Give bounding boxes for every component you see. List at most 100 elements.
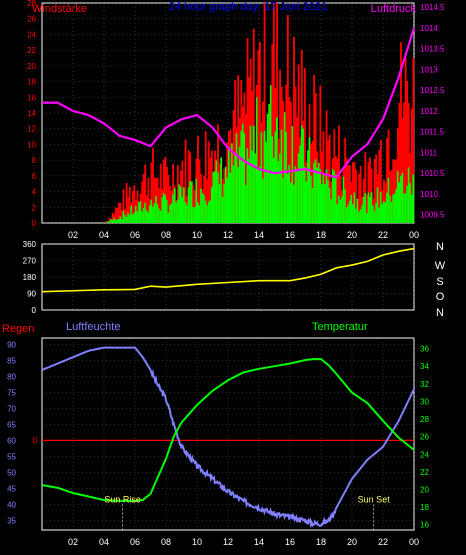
wind-gust-bar: [392, 159, 395, 223]
temperature-ytick-label: 18: [420, 503, 429, 512]
wind-avg-bar: [237, 167, 240, 223]
wind-avg-bar: [410, 194, 413, 223]
wind-gust-bar: [156, 177, 159, 223]
temperature-ytick-label: 30: [420, 397, 429, 406]
wind-xtick-label: 16: [285, 230, 295, 240]
wind-avg-bar: [367, 192, 370, 223]
compass-o: O: [436, 291, 445, 303]
wind-gust-bar: [105, 221, 108, 223]
wind-ytick-label: 10: [27, 140, 36, 149]
humidity-xtick-label: 08: [161, 537, 171, 547]
pressure-ytick-label: 1013.5: [420, 45, 445, 54]
wind-avg-bar: [303, 166, 306, 223]
wind-avg-bar: [322, 174, 325, 223]
wind-gust-bar: [412, 57, 415, 223]
wind-gust-bar: [184, 139, 187, 223]
wind-avg-bar: [372, 205, 374, 223]
wind-avg-bar: [204, 200, 207, 223]
humidity-xtick-label: 16: [285, 537, 295, 547]
wind-avg-bar: [404, 193, 407, 223]
wind-avg-bar: [167, 212, 170, 223]
humidity-ytick-label: 85: [7, 356, 16, 365]
wind-avg-bar: [396, 171, 399, 223]
wind-avg-bar: [209, 200, 212, 223]
wind-bars: [105, 3, 415, 224]
wind-avg-bar: [184, 201, 187, 223]
wind-avg-bar: [308, 137, 311, 223]
wind-avg-bar: [347, 204, 350, 223]
wind-avg-bar: [133, 212, 136, 223]
pressure-line: [42, 27, 416, 179]
wind-avg-bar: [356, 198, 359, 223]
wind-gust-bar: [210, 150, 213, 223]
wind-gust-bar: [209, 158, 212, 223]
wind-avg-bar: [125, 216, 128, 223]
wind-avg-bar: [179, 186, 182, 223]
pressure-ytick-label: 1011: [420, 148, 438, 157]
wind-avg-bar: [192, 206, 195, 223]
wind-gust-bar: [172, 163, 175, 223]
wind-avg-bar: [110, 219, 113, 223]
wind-avg-bar: [384, 202, 387, 223]
wind-gust-bar: [142, 173, 145, 223]
wind-gust-bar: [262, 101, 264, 223]
wind-avg-bar: [328, 187, 331, 223]
wind-avg-bar: [305, 181, 308, 223]
wind-avg-bar: [156, 204, 159, 223]
wind-avg-bar: [307, 150, 309, 223]
wind-avg-bar: [277, 161, 280, 223]
wind-avg-bar: [319, 169, 322, 223]
wind-avg-bar: [187, 187, 190, 223]
wind-gust-bar: [193, 190, 196, 223]
wind-avg-bar: [193, 207, 196, 223]
wind-gust-bar: [133, 185, 136, 223]
wind-gust-bar: [355, 169, 357, 223]
wind-avg-bar: [221, 196, 224, 223]
wind-avg-bar: [361, 204, 364, 223]
wind-xtick-label: 06: [130, 230, 140, 240]
wind-avg-bar: [333, 170, 336, 223]
wind-avg-bar: [362, 196, 365, 223]
graph-day-title: 24 hour graph day: 17 Juni 2021: [169, 1, 327, 13]
direction-grid: [42, 243, 415, 311]
wind-avg-bar: [117, 219, 120, 223]
humidity-xtick-label: 02: [68, 537, 78, 547]
luftdruck-label: Luftdruck: [371, 3, 417, 15]
wind-avg-bar: [144, 202, 147, 223]
wind-gust-bar: [234, 80, 237, 223]
wind-avg-bar: [155, 195, 157, 223]
wind-avg-bar: [260, 132, 263, 223]
wind-avg-bar: [370, 192, 373, 223]
wind-avg-bar: [238, 146, 241, 223]
wind-ytick-label: 6: [32, 172, 37, 181]
humidity-ytick-label: 90: [7, 340, 16, 349]
wind-avg-bar: [224, 166, 227, 223]
wind-gust-bar: [400, 42, 402, 224]
temperature-ytick-label: 26: [420, 433, 429, 442]
wind-avg-bar: [217, 172, 219, 223]
wind-avg-bar: [348, 200, 351, 223]
wind-avg-bar: [262, 178, 264, 223]
wind-gust-bar: [162, 159, 165, 223]
pressure-ytick-label: 1010: [420, 190, 438, 199]
wind-avg-bar: [311, 187, 314, 223]
wind-avg-bar: [314, 159, 317, 223]
wind-avg-bar: [310, 175, 312, 223]
wind-avg-bar: [176, 199, 179, 223]
wind-gust-bar: [128, 186, 131, 223]
wind-avg-bar: [240, 130, 243, 223]
direction-axes: 0 90 180 270 360: [23, 240, 37, 315]
wind-avg-bar: [114, 220, 117, 223]
wind-gust-bar: [166, 166, 168, 223]
wind-gust-bar: [404, 57, 407, 223]
wind-gust-bar: [393, 160, 396, 223]
wind-gust-bar: [187, 150, 190, 223]
wind-avg-bar: [364, 193, 367, 223]
wind-avg-bar: [170, 203, 173, 223]
wind-avg-bar: [339, 199, 342, 223]
wind-avg-bar: [116, 219, 119, 223]
wind-avg-bar: [398, 182, 401, 223]
wind-avg-bar: [344, 189, 347, 223]
wind-avg-bar: [345, 207, 348, 223]
